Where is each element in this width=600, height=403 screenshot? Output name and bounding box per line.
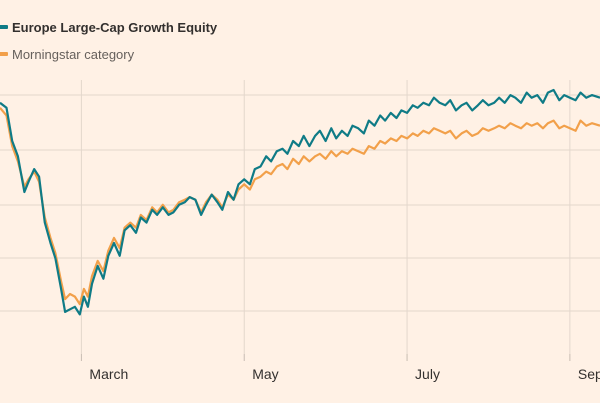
series-layer (0, 88, 600, 316)
x-tick-label: May (252, 366, 278, 382)
legend-label-category: Morningstar category (12, 46, 135, 62)
series-line-category (0, 107, 600, 306)
legend-item-fund: Europe Large-Cap Growth Equity (0, 18, 217, 36)
x-axis: March May July September (89, 366, 600, 382)
grid (0, 80, 600, 361)
legend-label-fund: Europe Large-Cap Growth Equity (12, 19, 218, 35)
x-tick-label: March (89, 366, 128, 382)
x-tick-label: September (578, 366, 600, 382)
legend-swatch-category (0, 52, 8, 56)
series-line-fund (0, 88, 600, 316)
legend-swatch-fund (0, 25, 8, 29)
legend-item-category: Morningstar category (0, 45, 134, 63)
x-tick-label: July (415, 366, 440, 382)
